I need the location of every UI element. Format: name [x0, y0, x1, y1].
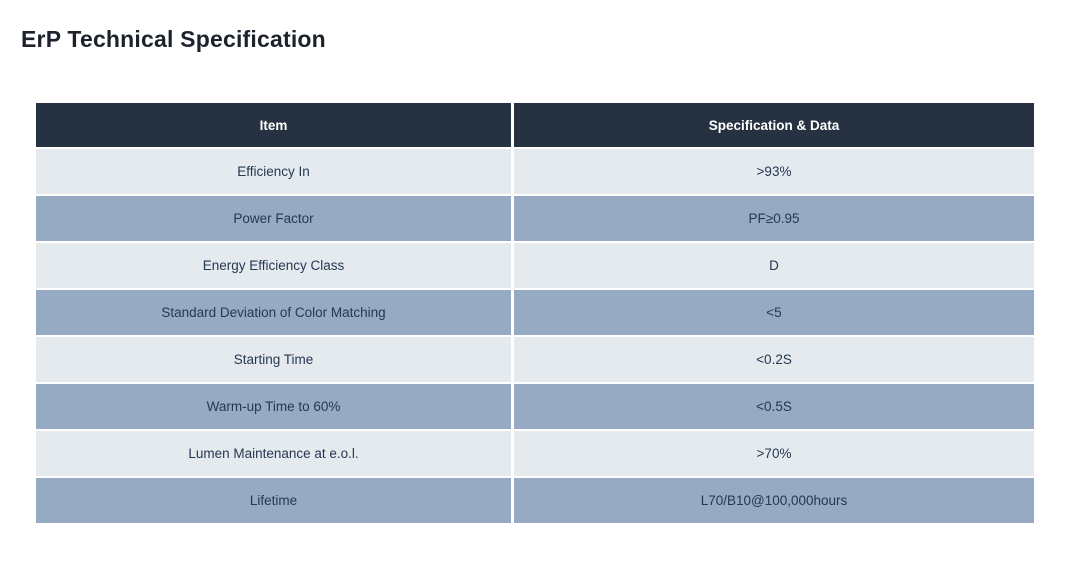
- item-cell: Starting Time: [36, 337, 511, 382]
- value-cell: <0.2S: [514, 337, 1034, 382]
- item-cell: Lifetime: [36, 478, 511, 523]
- column-header-item: Item: [36, 103, 511, 147]
- item-cell: Lumen Maintenance at e.o.l.: [36, 431, 511, 476]
- spec-table: Item Specification & Data Efficiency In >…: [36, 103, 1034, 523]
- page-title: ErP Technical Specification: [21, 26, 326, 52]
- column-header-specification-data: Specification & Data: [514, 103, 1034, 147]
- value-cell: >70%: [514, 431, 1034, 476]
- value-cell: PF≥0.95: [514, 196, 1034, 241]
- value-cell: >93%: [514, 149, 1034, 194]
- item-cell: Warm-up Time to 60%: [36, 384, 511, 429]
- value-cell: <5: [514, 290, 1034, 335]
- value-cell: L70/B10@100,000hours: [514, 478, 1034, 523]
- value-cell: D: [514, 243, 1034, 288]
- item-cell: Energy Efficiency Class: [36, 243, 511, 288]
- item-cell: Standard Deviation of Color Matching: [36, 290, 511, 335]
- item-cell: Efficiency In: [36, 149, 511, 194]
- value-cell: <0.5S: [514, 384, 1034, 429]
- item-cell: Power Factor: [36, 196, 511, 241]
